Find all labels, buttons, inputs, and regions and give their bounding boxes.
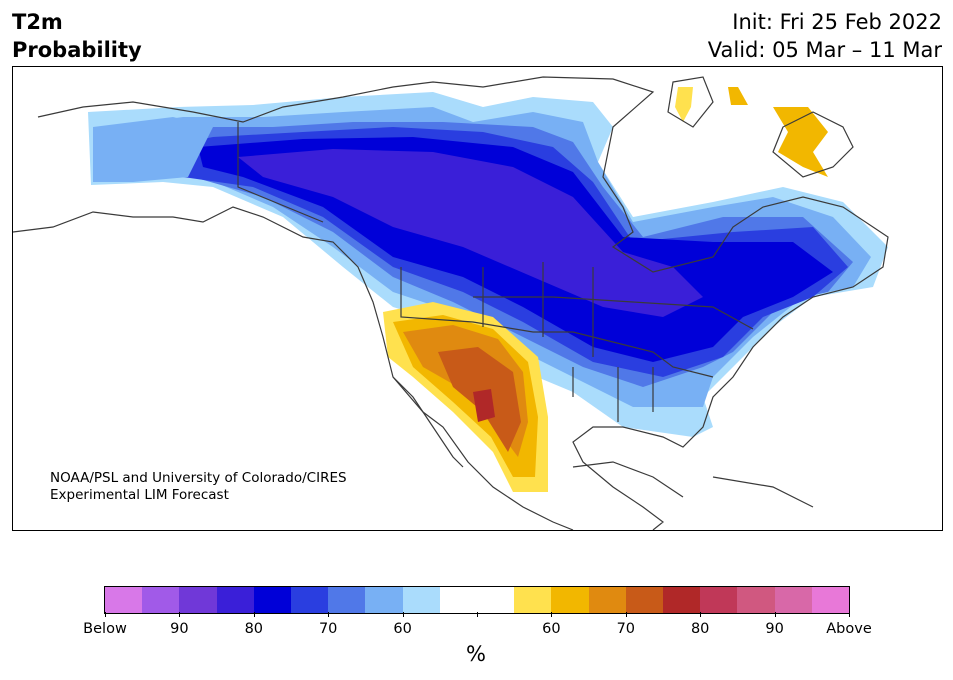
colorbar-tick — [625, 612, 627, 617]
colorbar-tick — [179, 612, 181, 617]
colorbar-tick — [849, 612, 850, 617]
valid-range: Valid: 05 Mar – 11 Mar — [707, 38, 942, 62]
colorbar-tick — [105, 612, 106, 617]
colorbar-tick — [477, 612, 478, 617]
colorbar-tick-label: 80 — [690, 621, 710, 637]
colorbar-tick-label: 90 — [170, 621, 189, 637]
colorbar-segment — [179, 587, 217, 613]
colorbar-tick-label: 60 — [393, 621, 412, 637]
colorbar-segment — [551, 587, 589, 613]
colorbar-tick-label: Above — [826, 621, 872, 637]
colorbar-segment — [811, 587, 850, 613]
colorbar-segment — [514, 587, 552, 613]
colorbar-segment — [588, 587, 626, 613]
colorbar-segment — [216, 587, 254, 613]
warm-band-baffin-2 — [728, 87, 748, 105]
colorbar-tick — [700, 612, 702, 617]
north-america-map — [13, 76, 889, 530]
credit-line-2: Experimental LIM Forecast — [50, 487, 229, 503]
colorbar-unit: % — [466, 642, 486, 666]
colorbar-tick — [551, 612, 553, 617]
colorbar-tick-label: 70 — [318, 621, 338, 637]
map-title: T2m Probability — [12, 8, 142, 64]
colorbar-segment — [142, 587, 180, 613]
colorbar-segment — [291, 587, 329, 613]
coastlines — [13, 76, 889, 530]
colorbar-tick-label: Below — [83, 621, 127, 637]
init-date: Init: Fri 25 Feb 2022 — [732, 10, 942, 34]
colorbar-segment — [328, 587, 366, 613]
colorbar-segment — [253, 587, 292, 613]
colorbar-tick — [402, 612, 404, 617]
colorbar-segment — [737, 587, 775, 613]
colorbar-segment — [663, 587, 701, 613]
colorbar-segment — [439, 587, 478, 613]
probability-colorbar — [104, 586, 850, 614]
title-quantity: Probability — [12, 38, 142, 62]
warm-band-greenland — [773, 107, 828, 177]
colorbar-segment — [774, 587, 812, 613]
warm-band-core — [473, 389, 495, 422]
credit-line-1: NOAA/PSL and University of Colorado/CIRE… — [50, 470, 347, 486]
cold-band-alaska — [93, 117, 213, 182]
colorbar-segment — [625, 587, 664, 613]
forecast-dates: Init: Fri 25 Feb 2022 Valid: 05 Mar – 11… — [708, 8, 942, 64]
colorbar-segment — [402, 587, 440, 613]
colorbar-tick-label: 80 — [244, 621, 264, 637]
colorbar-segment — [365, 587, 403, 613]
colorbar-tick — [328, 612, 330, 617]
colorbar-tick-label: 90 — [765, 621, 784, 637]
warm-band-baffin — [675, 87, 693, 122]
colorbar-tick-label: 60 — [542, 621, 561, 637]
colorbar-tick — [774, 612, 776, 617]
cold-band-inner — [238, 149, 703, 317]
title-variable: T2m — [12, 10, 63, 34]
map-panel: NOAA/PSL and University of Colorado/CIRE… — [12, 66, 943, 531]
colorbar-segment — [477, 587, 515, 613]
colorbar-segment — [105, 587, 143, 613]
colorbar-segment — [700, 587, 738, 613]
colorbar-tick-label: 70 — [616, 621, 636, 637]
colorbar-tick — [253, 612, 255, 617]
credit-text: NOAA/PSL and University of Colorado/CIRE… — [50, 470, 347, 504]
